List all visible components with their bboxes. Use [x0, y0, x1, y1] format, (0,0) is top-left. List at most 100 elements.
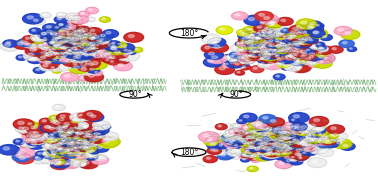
Circle shape	[272, 129, 276, 131]
Circle shape	[82, 132, 100, 141]
Circle shape	[297, 156, 306, 161]
Circle shape	[238, 131, 241, 132]
Circle shape	[75, 127, 78, 129]
Circle shape	[94, 48, 112, 57]
Circle shape	[88, 32, 91, 34]
Circle shape	[248, 135, 261, 141]
Circle shape	[118, 43, 121, 45]
Circle shape	[74, 115, 79, 117]
Circle shape	[70, 138, 75, 140]
Circle shape	[220, 137, 223, 139]
Circle shape	[81, 146, 84, 148]
Circle shape	[271, 137, 285, 144]
Circle shape	[312, 138, 316, 140]
Circle shape	[74, 154, 89, 161]
Circle shape	[245, 151, 249, 153]
Circle shape	[96, 51, 101, 53]
Circle shape	[0, 41, 20, 51]
Circle shape	[102, 50, 119, 59]
Circle shape	[85, 147, 89, 149]
Circle shape	[75, 17, 81, 20]
Circle shape	[76, 155, 80, 157]
Circle shape	[48, 132, 59, 138]
Circle shape	[93, 127, 99, 130]
Circle shape	[77, 132, 83, 134]
Circle shape	[57, 56, 62, 59]
Circle shape	[19, 56, 22, 58]
Circle shape	[69, 37, 80, 43]
Circle shape	[310, 29, 328, 38]
Circle shape	[75, 122, 88, 129]
Circle shape	[79, 38, 97, 47]
Circle shape	[77, 142, 93, 150]
Circle shape	[245, 129, 262, 137]
Circle shape	[54, 44, 57, 46]
Circle shape	[57, 29, 67, 34]
Circle shape	[243, 135, 256, 142]
Circle shape	[60, 41, 65, 43]
Circle shape	[289, 118, 299, 123]
Circle shape	[276, 152, 282, 155]
Circle shape	[83, 130, 95, 136]
Circle shape	[86, 46, 95, 51]
Circle shape	[296, 41, 299, 43]
Circle shape	[212, 56, 218, 59]
Circle shape	[60, 36, 80, 46]
Circle shape	[256, 43, 271, 51]
Circle shape	[310, 143, 324, 149]
Circle shape	[298, 143, 316, 152]
Circle shape	[55, 140, 71, 148]
Circle shape	[53, 58, 57, 60]
Circle shape	[106, 54, 123, 63]
Circle shape	[67, 129, 73, 132]
Circle shape	[277, 134, 296, 144]
Circle shape	[76, 35, 82, 38]
Circle shape	[97, 37, 110, 44]
Circle shape	[242, 33, 247, 36]
Circle shape	[63, 41, 67, 42]
Circle shape	[274, 43, 285, 49]
Circle shape	[302, 133, 319, 142]
Circle shape	[268, 45, 271, 46]
Circle shape	[55, 145, 75, 155]
Circle shape	[266, 151, 272, 154]
Circle shape	[317, 45, 327, 50]
Circle shape	[304, 31, 307, 32]
Circle shape	[69, 29, 83, 36]
Circle shape	[38, 54, 51, 61]
Circle shape	[51, 39, 72, 50]
Circle shape	[32, 137, 38, 140]
Circle shape	[208, 38, 226, 47]
Circle shape	[291, 157, 294, 158]
Circle shape	[53, 154, 56, 155]
Circle shape	[69, 42, 88, 51]
Circle shape	[61, 133, 72, 139]
Circle shape	[51, 121, 56, 123]
Circle shape	[234, 131, 251, 140]
Circle shape	[92, 54, 95, 55]
Circle shape	[279, 162, 284, 164]
Circle shape	[64, 143, 79, 151]
Circle shape	[301, 55, 305, 58]
Circle shape	[222, 137, 237, 145]
Circle shape	[45, 61, 51, 64]
Circle shape	[71, 61, 75, 63]
Circle shape	[82, 140, 86, 142]
Circle shape	[91, 42, 106, 49]
Circle shape	[44, 53, 48, 55]
Circle shape	[57, 125, 74, 134]
Circle shape	[59, 52, 74, 59]
Circle shape	[251, 146, 267, 154]
Circle shape	[63, 137, 67, 139]
Circle shape	[242, 130, 246, 132]
Circle shape	[27, 16, 33, 19]
Circle shape	[122, 48, 133, 54]
Circle shape	[50, 153, 60, 158]
Circle shape	[240, 137, 254, 144]
Circle shape	[292, 146, 311, 156]
Circle shape	[29, 36, 44, 44]
Circle shape	[73, 145, 84, 150]
Circle shape	[51, 116, 55, 118]
Circle shape	[77, 28, 92, 36]
Circle shape	[19, 127, 23, 129]
